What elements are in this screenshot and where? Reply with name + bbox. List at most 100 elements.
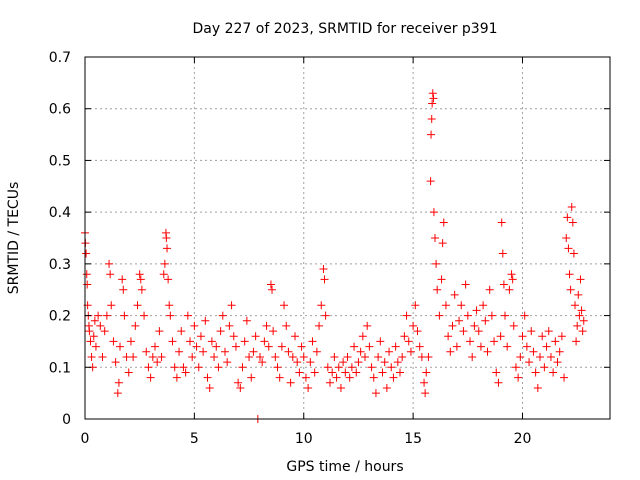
data-point — [406, 347, 415, 356]
data-point — [188, 352, 197, 361]
data-point — [413, 327, 422, 336]
data-point — [319, 265, 328, 274]
data-point — [258, 358, 267, 367]
data-point — [295, 368, 304, 377]
data-point — [113, 389, 122, 398]
data-point — [389, 373, 398, 382]
data-point — [498, 249, 507, 258]
data-point — [256, 352, 264, 361]
data-point — [304, 383, 313, 392]
data-point — [247, 373, 256, 382]
data-point — [533, 383, 542, 392]
data-point — [363, 321, 372, 330]
data-point — [542, 342, 551, 351]
data-point — [268, 285, 277, 294]
data-point — [380, 358, 389, 367]
data-point — [345, 373, 354, 382]
data-point — [551, 337, 560, 346]
data-point — [573, 321, 582, 330]
data-point — [114, 378, 123, 387]
data-point — [284, 347, 293, 356]
data-point — [350, 342, 359, 351]
data-point — [529, 347, 538, 356]
data-point — [441, 301, 450, 310]
data-point — [131, 321, 140, 330]
data-point — [245, 352, 254, 361]
data-point — [223, 358, 232, 367]
data-point — [385, 347, 394, 356]
data-point — [299, 352, 308, 361]
data-point — [520, 311, 529, 320]
data-point — [144, 363, 153, 372]
data-point — [404, 337, 413, 346]
data-point — [569, 249, 578, 258]
data-point — [236, 383, 245, 392]
y-axis-label: SRMTID / TECUs — [6, 182, 22, 295]
data-point — [190, 321, 199, 330]
data-point — [574, 290, 583, 299]
data-point — [205, 383, 214, 392]
data-point — [330, 352, 339, 361]
data-point — [120, 311, 129, 320]
data-point — [175, 347, 184, 356]
data-point — [207, 337, 216, 346]
data-point — [352, 368, 361, 377]
data-point — [216, 327, 225, 336]
data-point — [277, 342, 286, 351]
data-point — [367, 363, 376, 372]
data-point — [514, 373, 523, 382]
y-tick-label: 0 — [62, 412, 71, 428]
data-point — [398, 352, 407, 361]
data-point — [544, 327, 553, 336]
data-point — [518, 332, 527, 341]
x-tick-label: 20 — [514, 431, 532, 447]
data-point — [420, 378, 429, 387]
data-point — [516, 352, 525, 361]
data-point — [578, 327, 587, 336]
x-axis-label: GPS time / hours — [286, 459, 403, 475]
data-point — [411, 301, 420, 310]
data-point — [393, 358, 402, 367]
data-point — [82, 270, 91, 279]
data-point — [499, 280, 508, 289]
x-tick-label: 10 — [295, 431, 313, 447]
data-point — [166, 311, 175, 320]
data-point — [579, 316, 588, 325]
data-point — [218, 311, 227, 320]
data-point — [496, 332, 505, 341]
data-point — [315, 321, 324, 330]
data-point — [109, 337, 118, 346]
data-point — [133, 301, 142, 310]
data-point — [264, 342, 273, 351]
data-point — [457, 301, 466, 310]
data-point — [433, 285, 442, 294]
data-point — [565, 270, 574, 279]
data-point — [308, 337, 317, 346]
data-point — [148, 352, 157, 361]
data-point — [186, 337, 194, 346]
x-tick-label: 15 — [404, 431, 422, 447]
data-point — [481, 316, 490, 325]
data-point — [509, 321, 518, 330]
data-point — [446, 347, 455, 356]
data-point — [328, 368, 337, 377]
y-tick-label: 0.6 — [49, 102, 71, 118]
data-point — [575, 311, 584, 320]
data-point — [181, 368, 190, 377]
data-point — [201, 316, 210, 325]
data-point — [501, 311, 509, 320]
data-point — [312, 347, 321, 356]
data-point — [497, 218, 506, 227]
chart-title: Day 227 of 2023, SRMTID for receiver p39… — [192, 21, 497, 37]
data-point — [507, 270, 516, 279]
data-point — [494, 378, 503, 387]
data-point — [165, 301, 174, 310]
data-point — [428, 89, 437, 98]
data-point — [83, 280, 92, 289]
data-point — [282, 321, 291, 330]
data-point — [424, 352, 433, 361]
data-point — [192, 342, 201, 351]
data-point — [172, 373, 181, 382]
data-point — [164, 275, 173, 284]
data-point — [159, 270, 168, 279]
